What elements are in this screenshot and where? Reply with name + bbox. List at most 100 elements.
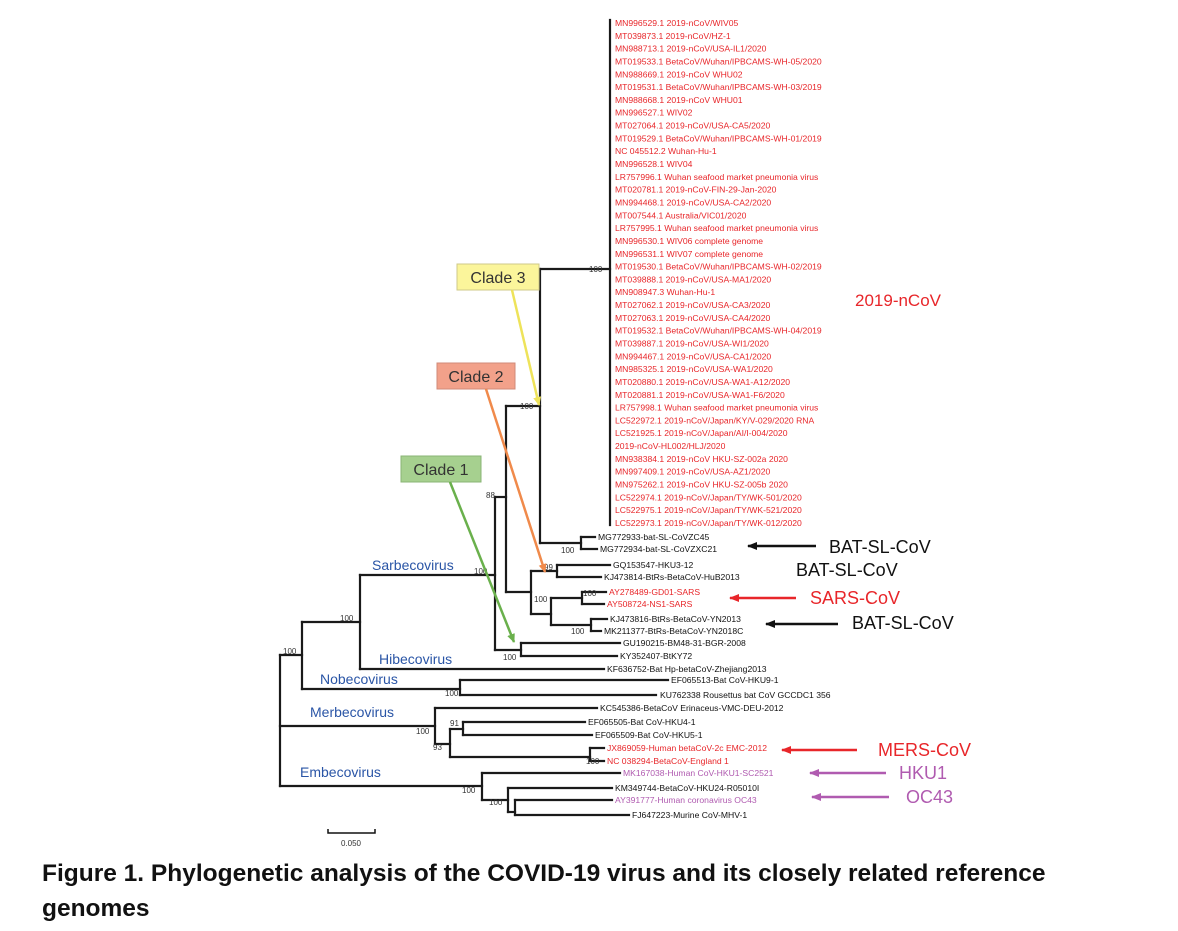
bootstrap-hku4: 91 [450,719,459,728]
tree-branches [278,18,670,817]
ncov-leaf-label: MN985325.1 2019-nCoV/USA-WA1/2020 [615,364,773,374]
leaf-label: EF065513-Bat CoV-HKU9-1 [671,675,779,685]
ncov-leaf-label: MN996528.1 WIV04 [615,159,693,169]
ncov-leaf-label: MN996527.1 WIV02 [615,108,693,118]
leaf-label: MG772933-bat-SL-CoVZC45 [598,532,710,542]
leaf-label: GQ153547-HKU3-12 [613,560,693,570]
ncov-leaf-label: LC522973.1 2019-nCoV/Japan/TY/WK-012/202… [615,518,802,528]
ncov-leaf-label: MT020880.1 2019-nCoV/USA-WA1-A12/2020 [615,377,790,387]
clade3-callout: Clade 3 [456,263,542,406]
ncov-leaf-label: LR757995.1 Wuhan seafood market pneumoni… [615,223,818,233]
ncov-leaf-label: LC522972.1 2019-nCoV/Japan/KY/V-029/2020… [615,415,814,425]
bootstrap-hku5: 93 [433,743,442,752]
label-nobecovirus: Nobecovirus [320,671,398,687]
ncov-leaf-label: MT039887.1 2019-nCoV/USA-WI1/2020 [615,339,769,349]
ncov-leaf-label: MN975262.1 2019-nCoV HKU-SZ-005b 2020 [615,480,788,490]
ncov-leaf-label: MT007544.1 Australia/VIC01/2020 [615,210,747,220]
label-hibecovirus: Hibecovirus [379,651,452,667]
ncov-leaf-label: MT019533.1 BetaCoV/Wuhan/IPBCAMS-WH-05/2… [615,57,822,67]
group-mers-label: MERS-CoV [878,740,971,760]
bootstrap-sars-node: 100 [534,595,548,604]
leaf-label: MG772934-bat-SL-CoVZXC21 [600,544,717,554]
ncov-leaf-label: MT019532.1 BetaCoV/Wuhan/IPBCAMS-WH-04/2… [615,326,822,336]
ncov-leaf-label: MN908947.3 Wuhan-Hu-1 [615,287,715,297]
label-sarbecovirus: Sarbecovirus [372,557,454,573]
group-ncov-label: 2019-nCoV [855,291,942,310]
ncov-leaf-label: MT020881.1 2019-nCoV/USA-WA1-F6/2020 [615,390,785,400]
ncov-leaf-label: MT039873.1 2019-nCoV/HZ-1 [615,31,731,41]
ncov-leaf-label: MT027064.1 2019-nCoV/USA-CA5/2020 [615,121,770,131]
ncov-leaf-label: MT027062.1 2019-nCoV/USA-CA3/2020 [615,300,770,310]
leaf-label: EF065509-Bat CoV-HKU5-1 [595,730,703,740]
scale-bar: 0.050 [327,829,376,848]
bootstrap-yn: 100 [571,627,585,636]
bootstrap-zc: 100 [561,546,575,555]
bootstrap-clade3: 100 [520,402,534,411]
bootstrap-merbeco: 100 [416,727,430,736]
bootstrap-sars-pair: 100 [583,589,597,598]
clade3-label: Clade 3 [470,270,525,287]
ncov-leaf-labels: MN996529.1 2019-nCoV/WIV05 MT039873.1 201… [615,18,822,528]
ncov-leaf-label: MT019531.1 BetaCoV/Wuhan/IPBCAMS-WH-03/2… [615,82,822,92]
ncov-leaf-label: MT020781.1 2019-nCoV-FIN-29-Jan-2020 [615,185,777,195]
label-merbecovirus: Merbecovirus [310,704,394,720]
group-sars-label: SARS-CoV [810,588,900,608]
ncov-leaf-label: MN996531.1 WIV07 complete genome [615,249,763,259]
label-embecovirus: Embecovirus [300,764,381,780]
bootstrap-sarb-hib: 100 [340,614,354,623]
ncov-leaf-label: 2019-nCoV-HL002/HLJ/2020 [615,441,726,451]
subgenus-labels: Sarbecovirus Hibecovirus Nobecovirus Mer… [300,557,454,780]
bootstrap-hku3: 99 [544,563,553,572]
group-hku1-label: HKU1 [899,763,947,783]
bootstrap-values: 100 100 100 88 100 99 100 100 100 100 10… [283,265,603,807]
clade2-label: Clade 2 [448,369,503,386]
clade1-callout: Clade 1 [400,455,516,643]
ncov-leaf-label: MT019530.1 BetaCoV/Wuhan/IPBCAMS-WH-02/2… [615,262,822,272]
leaf-label: MK167038-Human CoV-HKU1-SC2521 [623,768,774,778]
leaf-label: AY391777-Human coronavirus OC43 [615,795,757,805]
group-oc43-label: OC43 [906,787,953,807]
phylogenetic-tree: MN996529.1 2019-nCoV/WIV05 MT039873.1 201… [278,18,971,848]
bootstrap-hibeco: 100 [503,653,517,662]
group-annotations: 2019-nCoV BAT-SL-CoV BAT-SL-CoV SARS-CoV… [729,291,971,807]
leaf-label: KC545386-BetaCoV Erinaceus-VMC-DEU-2012 [600,703,784,713]
ncov-leaf-label: LR757996.1 Wuhan seafood market pneumoni… [615,172,818,182]
ncov-leaf-label: LR757998.1 Wuhan seafood market pneumoni… [615,403,818,413]
clade1-box [400,455,482,483]
leaf-label: KU762338 Rousettus bat CoV GCCDC1 356 [660,690,831,700]
leaf-label: KJ473816-BtRs-BetaCoV-YN2013 [610,614,741,624]
bootstrap-nobeco: 100 [445,689,459,698]
ncov-leaf-label: MT039888.1 2019-nCoV/USA-MA1/2020 [615,274,771,284]
ncov-leaf-label: MN996530.1 WIV06 complete genome [615,236,763,246]
scale-bar-label: 0.050 [341,839,362,848]
ncov-leaf-label: MN988713.1 2019-nCoV/USA-IL1/2020 [615,44,767,54]
clade2-box [436,362,516,390]
ncov-leaf-label: NC 045512.2 Wuhan-Hu-1 [615,146,717,156]
bootstrap-root: 100 [283,647,297,656]
leaf-label: AY508724-NS1-SARS [607,599,693,609]
figure-caption: Figure 1. Phylogenetic analysis of the C… [42,860,1046,922]
leaf-label: KF636752-Bat Hp-betaCoV-Zhejiang2013 [607,664,767,674]
leaf-label: GU190215-BM48-31-BGR-2008 [623,638,746,648]
leaf-label: MK211377-BtRs-BetaCoV-YN2018C [604,626,743,636]
clade2-arrow [484,388,547,573]
group-bat2-label: BAT-SL-CoV [796,560,898,580]
leaf-label: JX869059-Human betaCoV-2c EMC-2012 [607,743,767,753]
leaf-label: KJ473814-BtRs-BetaCoV-HuB2013 [604,572,740,582]
ncov-leaf-label: LC522975.1 2019-nCoV/Japan/TY/WK-521/202… [615,505,802,515]
ncov-leaf-label: MN996529.1 2019-nCoV/WIV05 [615,18,738,28]
scale-bar-line [327,829,376,834]
clade3-box [456,263,540,291]
leaf-label: KM349744-BetaCoV-HKU24-R05010I [615,783,759,793]
ncov-leaf-label: MN997409.1 2019-nCoV/USA-AZ1/2020 [615,467,770,477]
bootstrap-mers: 100 [586,757,600,766]
group-bat3-label: BAT-SL-CoV [852,613,954,633]
clade1-label: Clade 1 [413,462,468,479]
leaf-label: NC 038294-BetaCoV-England 1 [607,756,729,766]
other-leaf-labels: MG772933-bat-SL-CoVZC45 MG772934-bat-SL-C… [588,532,831,820]
bootstrap-embeco-top: 100 [462,786,476,795]
leaf-label: FJ647223-Murine CoV-MHV-1 [632,810,747,820]
clade2-callout: Clade 2 [436,362,547,573]
ncov-leaf-label: MN994467.1 2019-nCoV/USA-CA1/2020 [615,351,771,361]
ncov-leaf-label: MN994468.1 2019-nCoV/USA-CA2/2020 [615,198,771,208]
